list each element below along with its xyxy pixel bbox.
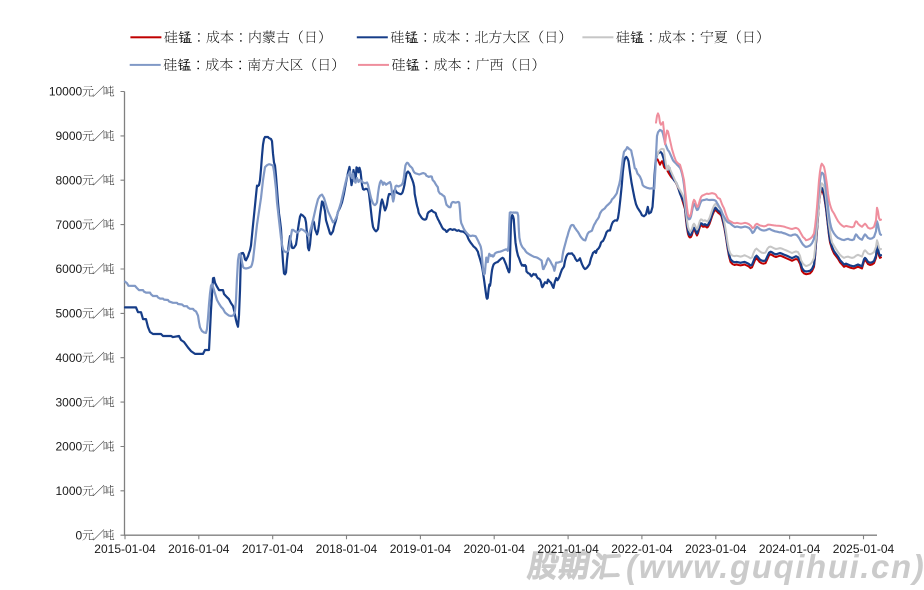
svg-text:2015-01-04: 2015-01-04	[94, 542, 156, 556]
svg-text:2024-01-04: 2024-01-04	[759, 542, 821, 556]
svg-text:2022-01-04: 2022-01-04	[611, 542, 673, 556]
svg-text:7000: 7000	[55, 218, 82, 232]
svg-text:5000: 5000	[55, 307, 82, 321]
svg-text:2018-01-04: 2018-01-04	[316, 542, 378, 556]
svg-text:4000: 4000	[55, 351, 82, 365]
svg-text:2000: 2000	[55, 440, 82, 454]
svg-text:2019-01-04: 2019-01-04	[390, 542, 452, 556]
svg-text:1000: 1000	[55, 484, 82, 498]
svg-text:(www.guqihui.cn): (www.guqihui.cn)	[626, 548, 924, 585]
svg-text:2023-01-04: 2023-01-04	[685, 542, 747, 556]
svg-text:2016-01-04: 2016-01-04	[168, 542, 230, 556]
svg-text:9000: 9000	[55, 129, 82, 143]
svg-text:2025-01-04: 2025-01-04	[833, 542, 895, 556]
svg-text:2020-01-04: 2020-01-04	[464, 542, 526, 556]
svg-text:8000: 8000	[55, 173, 82, 187]
svg-text:3000: 3000	[55, 395, 82, 409]
svg-text:2021-01-04: 2021-01-04	[537, 542, 599, 556]
svg-text:6000: 6000	[55, 262, 82, 276]
svg-text:2017-01-04: 2017-01-04	[242, 542, 304, 556]
svg-text:10000: 10000	[49, 85, 83, 99]
svg-text:0: 0	[76, 528, 83, 542]
